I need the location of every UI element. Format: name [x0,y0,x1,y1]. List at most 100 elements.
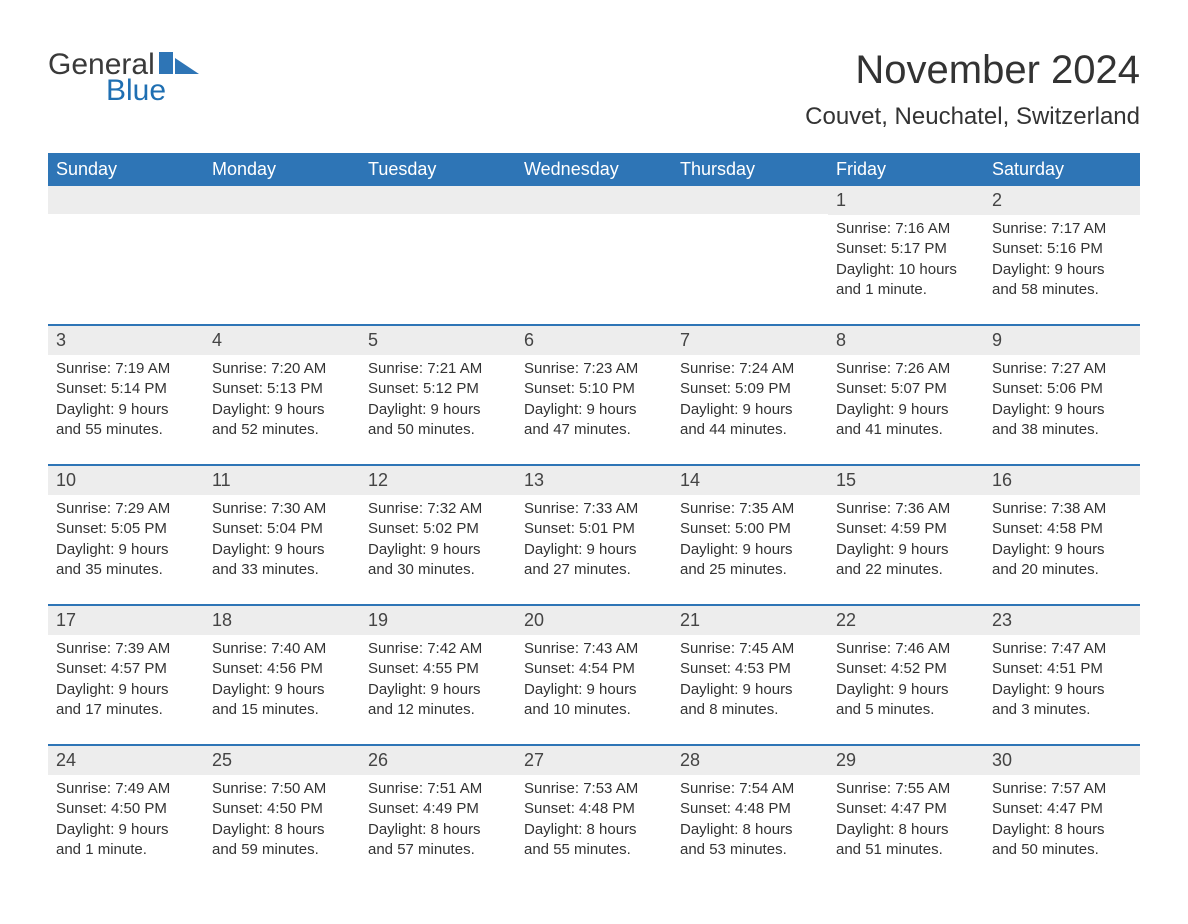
day-number: 18 [204,606,360,635]
sunset-text: Sunset: 5:00 PM [680,519,820,539]
sunset-text: Sunset: 5:07 PM [836,379,976,399]
daylight-text-2: and 53 minutes. [680,840,820,860]
daylight-text-1: Daylight: 9 hours [680,400,820,420]
day-details: Sunrise: 7:46 AMSunset: 4:52 PMDaylight:… [828,635,984,744]
day-number: 1 [828,186,984,215]
sunrise-text: Sunrise: 7:49 AM [56,779,196,799]
day-cell: 10Sunrise: 7:29 AMSunset: 5:05 PMDayligh… [48,465,204,605]
daylight-text-1: Daylight: 9 hours [56,400,196,420]
day-details: Sunrise: 7:23 AMSunset: 5:10 PMDaylight:… [516,355,672,464]
daylight-text-1: Daylight: 10 hours [836,260,976,280]
sunrise-text: Sunrise: 7:54 AM [680,779,820,799]
daylight-text-1: Daylight: 8 hours [680,820,820,840]
daylight-text-1: Daylight: 9 hours [524,400,664,420]
day-cell [360,186,516,325]
daylight-text-1: Daylight: 9 hours [524,680,664,700]
day-number: 27 [516,746,672,775]
sunrise-text: Sunrise: 7:38 AM [992,499,1132,519]
empty-day-band [516,186,672,214]
calendar-table: Sunday Monday Tuesday Wednesday Thursday… [48,153,1140,884]
day-header: Thursday [672,153,828,186]
sunrise-text: Sunrise: 7:20 AM [212,359,352,379]
day-cell [672,186,828,325]
day-details: Sunrise: 7:21 AMSunset: 5:12 PMDaylight:… [360,355,516,464]
daylight-text-1: Daylight: 9 hours [368,400,508,420]
daylight-text-2: and 41 minutes. [836,420,976,440]
sunset-text: Sunset: 5:02 PM [368,519,508,539]
day-details: Sunrise: 7:50 AMSunset: 4:50 PMDaylight:… [204,775,360,884]
daylight-text-2: and 52 minutes. [212,420,352,440]
sunset-text: Sunset: 5:06 PM [992,379,1132,399]
sunset-text: Sunset: 4:47 PM [836,799,976,819]
day-cell: 27Sunrise: 7:53 AMSunset: 4:48 PMDayligh… [516,745,672,884]
sunrise-text: Sunrise: 7:39 AM [56,639,196,659]
brand-logo: General Blue [48,48,199,108]
daylight-text-2: and 12 minutes. [368,700,508,720]
daylight-text-2: and 5 minutes. [836,700,976,720]
title-block: November 2024 Couvet, Neuchatel, Switzer… [805,48,1140,145]
sunset-text: Sunset: 5:14 PM [56,379,196,399]
day-details: Sunrise: 7:57 AMSunset: 4:47 PMDaylight:… [984,775,1140,884]
day-number: 14 [672,466,828,495]
daylight-text-1: Daylight: 8 hours [836,820,976,840]
daylight-text-2: and 27 minutes. [524,560,664,580]
day-cell: 26Sunrise: 7:51 AMSunset: 4:49 PMDayligh… [360,745,516,884]
daylight-text-1: Daylight: 8 hours [212,820,352,840]
day-details: Sunrise: 7:19 AMSunset: 5:14 PMDaylight:… [48,355,204,464]
daylight-text-1: Daylight: 8 hours [368,820,508,840]
sunrise-text: Sunrise: 7:30 AM [212,499,352,519]
sunrise-text: Sunrise: 7:27 AM [992,359,1132,379]
day-details: Sunrise: 7:43 AMSunset: 4:54 PMDaylight:… [516,635,672,744]
daylight-text-2: and 25 minutes. [680,560,820,580]
sunset-text: Sunset: 5:13 PM [212,379,352,399]
week-row: 24Sunrise: 7:49 AMSunset: 4:50 PMDayligh… [48,745,1140,884]
sunset-text: Sunset: 5:01 PM [524,519,664,539]
daylight-text-1: Daylight: 9 hours [680,680,820,700]
sunrise-text: Sunrise: 7:16 AM [836,219,976,239]
daylight-text-1: Daylight: 9 hours [212,680,352,700]
sunrise-text: Sunrise: 7:23 AM [524,359,664,379]
daylight-text-2: and 10 minutes. [524,700,664,720]
daylight-text-1: Daylight: 9 hours [56,820,196,840]
day-number: 25 [204,746,360,775]
sunset-text: Sunset: 5:12 PM [368,379,508,399]
sunset-text: Sunset: 4:48 PM [680,799,820,819]
day-cell: 4Sunrise: 7:20 AMSunset: 5:13 PMDaylight… [204,325,360,465]
day-cell: 17Sunrise: 7:39 AMSunset: 4:57 PMDayligh… [48,605,204,745]
day-cell: 9Sunrise: 7:27 AMSunset: 5:06 PMDaylight… [984,325,1140,465]
week-row: 10Sunrise: 7:29 AMSunset: 5:05 PMDayligh… [48,465,1140,605]
sunset-text: Sunset: 4:47 PM [992,799,1132,819]
daylight-text-2: and 8 minutes. [680,700,820,720]
sunrise-text: Sunrise: 7:42 AM [368,639,508,659]
day-cell: 20Sunrise: 7:43 AMSunset: 4:54 PMDayligh… [516,605,672,745]
sunset-text: Sunset: 4:57 PM [56,659,196,679]
daylight-text-2: and 1 minute. [836,280,976,300]
day-cell: 25Sunrise: 7:50 AMSunset: 4:50 PMDayligh… [204,745,360,884]
daylight-text-2: and 38 minutes. [992,420,1132,440]
sunrise-text: Sunrise: 7:40 AM [212,639,352,659]
day-cell [204,186,360,325]
day-number: 30 [984,746,1140,775]
page-header: General Blue November 2024 Couvet, Neuch… [48,48,1140,145]
day-header: Saturday [984,153,1140,186]
day-details: Sunrise: 7:29 AMSunset: 5:05 PMDaylight:… [48,495,204,604]
day-cell: 13Sunrise: 7:33 AMSunset: 5:01 PMDayligh… [516,465,672,605]
day-number: 15 [828,466,984,495]
sunset-text: Sunset: 5:09 PM [680,379,820,399]
day-number: 22 [828,606,984,635]
day-details: Sunrise: 7:20 AMSunset: 5:13 PMDaylight:… [204,355,360,464]
sunrise-text: Sunrise: 7:17 AM [992,219,1132,239]
day-cell: 28Sunrise: 7:54 AMSunset: 4:48 PMDayligh… [672,745,828,884]
day-details: Sunrise: 7:53 AMSunset: 4:48 PMDaylight:… [516,775,672,884]
day-header: Wednesday [516,153,672,186]
day-cell: 15Sunrise: 7:36 AMSunset: 4:59 PMDayligh… [828,465,984,605]
day-number: 2 [984,186,1140,215]
daylight-text-2: and 15 minutes. [212,700,352,720]
day-details: Sunrise: 7:30 AMSunset: 5:04 PMDaylight:… [204,495,360,604]
daylight-text-2: and 57 minutes. [368,840,508,860]
daylight-text-2: and 20 minutes. [992,560,1132,580]
week-row: 3Sunrise: 7:19 AMSunset: 5:14 PMDaylight… [48,325,1140,465]
day-details: Sunrise: 7:24 AMSunset: 5:09 PMDaylight:… [672,355,828,464]
daylight-text-1: Daylight: 9 hours [524,540,664,560]
sunset-text: Sunset: 4:50 PM [56,799,196,819]
